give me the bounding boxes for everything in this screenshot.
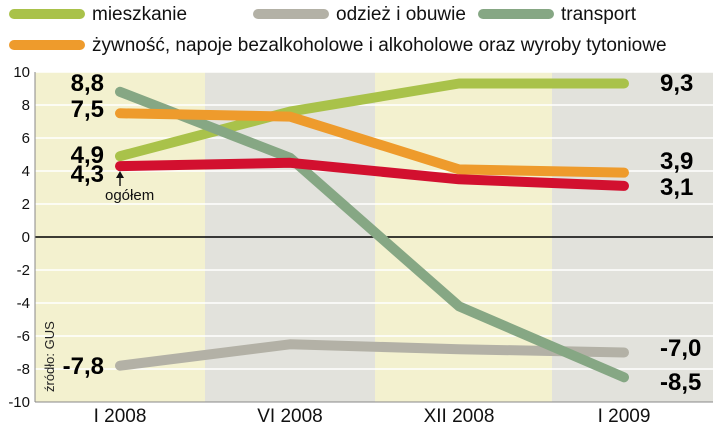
series-line-odziez-i-obuwie	[115, 339, 629, 371]
series-line-mieszkanie	[115, 78, 629, 162]
series-line-zywnosc-napoje-bezalkoholowe-i-alkoholow	[115, 108, 629, 178]
legend-label-odziez-i-obuwie: odzież i obuwie	[336, 4, 466, 25]
y-tick-label: 4	[22, 163, 30, 180]
start-label-zywnosc-napoje-bezalkoholowe-i-alkoholow: 7,5	[71, 96, 104, 123]
y-tick-label: 2	[22, 196, 30, 213]
x-tick-label: XII 2008	[424, 406, 495, 427]
y-tick-label: 10	[13, 64, 30, 81]
series-lines	[115, 78, 629, 383]
series-line-transport	[115, 86, 629, 383]
legend-label-mieszkanie: mieszkanie	[92, 4, 187, 25]
y-tick-label: 6	[22, 130, 30, 147]
y-tick-label: 8	[22, 97, 30, 114]
end-label-ogolem: 3,1	[660, 174, 693, 201]
y-tick-label: 0	[22, 229, 30, 246]
annotation-arrowhead	[116, 171, 124, 178]
y-tick-label: -10	[8, 394, 30, 411]
end-label-mieszkanie: 9,3	[660, 70, 693, 97]
x-tick-label: I 2008	[94, 406, 147, 427]
y-tick-label: -6	[17, 328, 30, 345]
y-tick-label: -2	[17, 262, 30, 279]
end-label-odziez-i-obuwie: -7,0	[660, 335, 701, 362]
legend-label-zywnosc-napoje-bezalkoholowe-i-alkoholow: żywność, napoje bezalkoholowe i alkoholo…	[92, 35, 667, 56]
source-note: źródło: GUS	[42, 321, 57, 392]
legend-label-transport: transport	[561, 4, 637, 25]
end-label-transport: -8,5	[660, 369, 701, 396]
series-line-ogolem	[115, 157, 629, 191]
x-tick-label: VI 2008	[257, 406, 323, 427]
y-axis: -10 -8 -6 -4 -2 0 2 4 6 8 10 I 2008 VI 2008 XII 2008 I…	[8, 64, 650, 427]
start-label-odziez-i-obuwie: -7,8	[63, 353, 104, 380]
y-tick-label: -4	[17, 295, 30, 312]
y-tick-label: -8	[17, 361, 30, 378]
start-label-transport: 8,8	[71, 70, 104, 97]
data-labels: 4,9 9,3 -7,8 -7,0 8,8 -8,5 7,5 3,9 4,3 3,1 ogółem ź…	[42, 70, 701, 396]
end-label-zywnosc-napoje-bezalkoholowe-i-alkoholow: 3,9	[660, 148, 693, 175]
start-label-ogolem: 4,3	[71, 161, 104, 188]
start-label-mieszkanie: 4,9	[71, 142, 104, 169]
x-tick-label: I 2009	[598, 406, 651, 427]
annotation-ogolem: ogółem	[105, 187, 154, 204]
legend: mieszkanie odzież i obuwie transport żywnoś…	[9, 4, 667, 56]
